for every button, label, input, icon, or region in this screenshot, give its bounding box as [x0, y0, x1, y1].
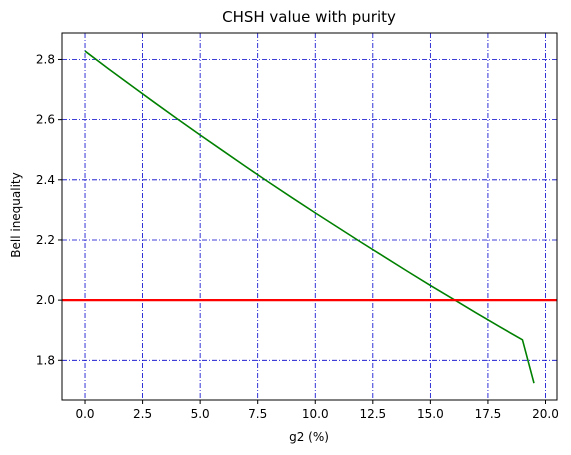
y-tick-label: 2.4: [36, 173, 55, 187]
y-axis-title: Bell inequality: [9, 172, 23, 257]
x-axis-title: g2 (%): [289, 430, 329, 444]
x-tick-label: 17.5: [475, 407, 502, 421]
x-tick-label: 7.5: [248, 407, 267, 421]
x-tick-label: 12.5: [359, 407, 386, 421]
y-tick-label: 1.8: [36, 353, 55, 367]
series-layer: [62, 50, 557, 384]
x-tick-label: 0.0: [75, 407, 94, 421]
tick-layer: 0.0 2.5 5.0 7.5 10.0 12.5 15.0 17.5 20.0 1.8 2.0 2.…: [36, 52, 559, 421]
y-tick-label: 2.0: [36, 293, 55, 307]
x-tick-label: 5.0: [191, 407, 210, 421]
y-tick-label: 2.8: [36, 52, 55, 66]
axes-layer: [61, 32, 558, 401]
chart-title: CHSH value with purity: [222, 8, 396, 26]
plot-frame: [61, 32, 558, 401]
x-tick-label: 20.0: [532, 407, 559, 421]
y-tick-label: 2.2: [36, 233, 55, 247]
x-tick-label: 10.0: [302, 407, 329, 421]
grid-layer: [62, 33, 557, 400]
x-tick-label: 15.0: [417, 407, 444, 421]
y-tick-label: 2.6: [36, 113, 55, 127]
x-tick-label: 2.5: [133, 407, 152, 421]
series-line-green: [84, 50, 535, 384]
